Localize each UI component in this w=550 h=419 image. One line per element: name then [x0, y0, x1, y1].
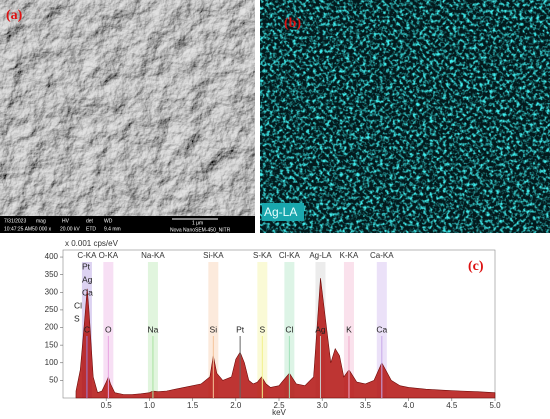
x-tick-label: 0.5 — [101, 401, 113, 410]
element-line-label: C-KA — [77, 251, 97, 260]
map-label-box — [262, 203, 304, 221]
panel-label: (b) — [284, 16, 301, 31]
stacked-label: Pt — [82, 261, 91, 271]
x-tick-label: 4.0 — [403, 401, 415, 410]
y-tick-label: 200 — [45, 323, 59, 332]
sem-texture — [0, 0, 255, 216]
stacked-label: Ca — [82, 287, 93, 297]
sem-info-text: 50 000 x — [32, 226, 52, 232]
sem-info-text: WD — [104, 218, 113, 224]
element-marker-label: Na — [148, 324, 159, 334]
sem-info-text: 1 μm — [192, 220, 203, 226]
y-tick-label: 350 — [45, 270, 59, 279]
element-marker-label: Ca — [376, 324, 387, 334]
element-line-label: Si-KA — [203, 251, 224, 260]
sem-info-text: 9.4 mm — [104, 226, 121, 232]
element-marker-label: K — [346, 324, 352, 334]
element-band — [284, 262, 295, 398]
y-tick-label: 300 — [45, 287, 59, 296]
x-tick-label: 4.5 — [446, 401, 458, 410]
element-band — [343, 262, 354, 398]
x-tick-label: 2.5 — [273, 401, 285, 410]
element-marker-label: Cl — [285, 324, 293, 334]
spectrum-area — [75, 278, 496, 399]
element-marker-label: Ag — [315, 324, 326, 334]
sem-info-bar — [0, 216, 255, 233]
y-tick-label: 400 — [45, 252, 59, 261]
x-tick-label: 5.0 — [489, 401, 501, 410]
x-tick-label: 3.0 — [317, 401, 329, 410]
element-marker-label: O — [105, 324, 112, 334]
element-band — [376, 262, 387, 398]
element-line-label: Ag-LA — [309, 251, 332, 260]
element-band — [103, 262, 114, 398]
element-line-label: O-KA — [99, 251, 119, 260]
sem-info-text: 20.00 kV — [60, 226, 80, 232]
element-marker-label: S — [259, 324, 265, 334]
stacked-label: Cl — [74, 300, 82, 310]
element-line-label: S-KA — [253, 251, 272, 260]
x-tick-label: 1.0 — [144, 401, 156, 410]
y-axis-label: x 0.001 cps/eV — [65, 239, 119, 248]
element-band — [257, 262, 268, 398]
x-axis-label: keV — [272, 408, 286, 417]
element-band — [147, 262, 158, 398]
y-tick-label: 50 — [49, 375, 58, 384]
sem-info-text: 10:47:25 AM — [4, 226, 32, 232]
element-band — [208, 262, 219, 398]
panel-label: (c) — [468, 259, 484, 274]
stacked-label: S — [74, 313, 80, 323]
y-tick-label: 150 — [45, 340, 59, 349]
sem-info-text: ETD — [86, 226, 96, 232]
element-line-label: Ca-KA — [370, 251, 394, 260]
stacked-label: Ag — [82, 274, 93, 284]
map-label: Ag-LA — [264, 205, 297, 219]
sem-info-text: mag — [36, 218, 46, 224]
y-tick-label: 100 — [45, 358, 59, 367]
x-tick-label: 2.0 — [230, 401, 242, 410]
x-tick-label: 3.5 — [360, 401, 372, 410]
panel-label: (a) — [6, 8, 23, 23]
element-marker-label: C — [84, 324, 90, 334]
sem-info-text: Nova NanoSEM-450_NITR — [170, 227, 231, 233]
sem-info-text: HV — [62, 218, 70, 224]
sem-info-text: det — [86, 218, 94, 224]
x-tick-label: 1.5 — [187, 401, 199, 410]
sem-info-text: 7/31/2023 — [4, 218, 26, 224]
y-tick-label: 250 — [45, 305, 59, 314]
eds-map-noise — [260, 0, 550, 233]
element-line-label: Na-KA — [141, 251, 165, 260]
element-marker-label: Pt — [236, 324, 245, 334]
element-line-label: Cl-KA — [279, 251, 301, 260]
plot-frame — [62, 249, 496, 399]
element-line-label: K-KA — [340, 251, 359, 260]
element-marker-label: Si — [210, 324, 218, 334]
